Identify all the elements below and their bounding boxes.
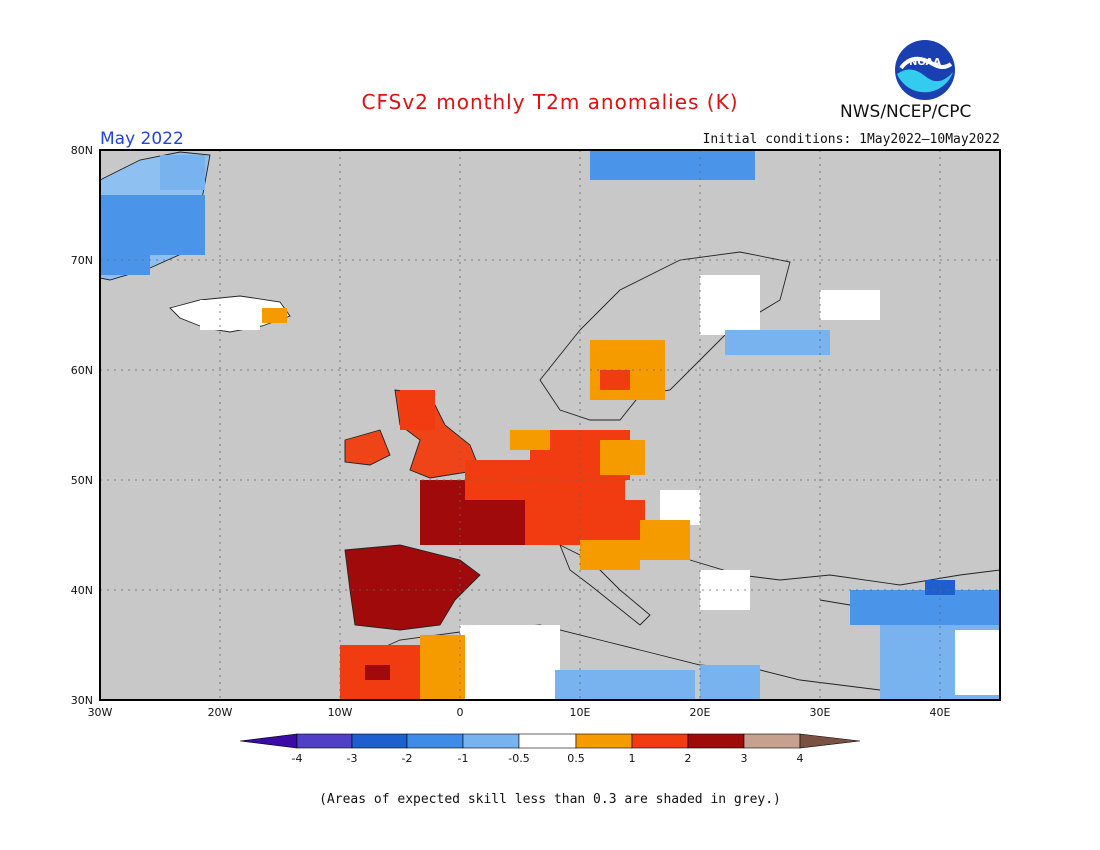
lat-label: 80N [71,144,93,157]
patch-sweden-red [600,370,630,390]
lon-label: 40E [930,706,951,719]
lon-label: 20E [690,706,711,719]
noaa-logo: NOAA [895,40,955,100]
month-label: May 2022 [100,129,184,149]
patch-algeria-white [460,625,560,700]
patch-greenland-light [160,155,205,190]
patch-karelia-blue [725,330,830,355]
ireland [344,429,391,466]
patch-poland-orange [600,440,645,475]
north-africa-coast [339,624,1000,701]
patch-turkey-blue [850,590,1000,625]
legend-label: 1 [629,752,636,765]
color-legend [239,733,861,749]
lat-label: 40N [71,584,93,597]
legend-swatch [296,733,353,749]
legend-swatch [687,733,745,749]
patch-iraq-white [955,630,1000,695]
legend-label: -2 [402,752,413,765]
legend-label: 3 [741,752,748,765]
patch-turkey-dark-blue [925,580,955,595]
legend-swatch [575,733,633,749]
patch-iceland-orange [262,308,287,323]
legend-label: -3 [347,752,358,765]
lon-label: 30E [810,706,831,719]
legend-swatch [406,733,464,749]
map-border [99,149,1001,701]
patch-greenland-blue [100,195,150,275]
patch-iceland-white [200,300,260,330]
patch-morocco-dark [365,665,390,680]
lon-label: 30W [88,706,113,719]
legend-arrow-right [799,733,861,749]
lon-label: 10E [570,706,591,719]
patch-alps-red [525,500,645,545]
logo-text: NOAA [909,57,941,68]
org-label: NWS/NCEP/CPC [840,102,972,122]
patch-italy-orange [580,540,640,570]
lon-label: 20W [208,706,233,719]
lon-label: 0 [457,706,464,719]
legend-label: 2 [685,752,692,765]
lat-label: 70N [71,254,93,267]
patch-lapland-white [700,275,760,335]
chart-title: CFSv2 monthly T2m anomalies (K) [361,90,739,114]
patch-nl-orange [510,430,550,450]
iberia [344,544,481,631]
lat-label: 50N [71,474,93,487]
patch-hungary-white [660,490,700,525]
lat-label: 30N [71,694,93,707]
legend-label: 4 [797,752,804,765]
patch-algeria-orange [420,635,465,700]
legend-label: 0.5 [567,752,585,765]
initial-conditions: Initial conditions: 1May2022—10May2022 [702,132,1000,147]
patch-kola-white [820,290,880,320]
lat-labels: 80N 70N 60N 50N 40N 30N [71,144,93,707]
legend-labels: -4 -3 -2 -1 -0.5 0.5 1 2 3 4 [292,752,804,765]
legend-label: -1 [458,752,469,765]
lon-label: 10W [328,706,353,719]
legend-swatch [518,733,577,749]
legend-swatch [743,733,801,749]
legend-swatch [631,733,689,749]
legend-swatch [462,733,520,749]
gridlines [100,150,1000,700]
footnote: (Areas of expected skill less than 0.3 a… [319,792,781,807]
legend-label: -0.5 [508,752,529,765]
patch-libya-blue [555,670,695,700]
patch-scotland-red [400,390,435,430]
legend-swatch [351,733,408,749]
patch-greenland-blue-2 [150,195,205,255]
patch-svalbard [590,150,755,180]
patch-croatia-orange [640,520,690,560]
legend-arrow-left [239,733,298,749]
legend-label: -4 [292,752,303,765]
patch-egypt-blue [700,665,760,700]
lat-label: 60N [71,364,93,377]
anomaly-patches [100,150,1000,700]
lon-labels: 30W 20W 10W 0 10E 20E 30E 40E [88,706,951,719]
